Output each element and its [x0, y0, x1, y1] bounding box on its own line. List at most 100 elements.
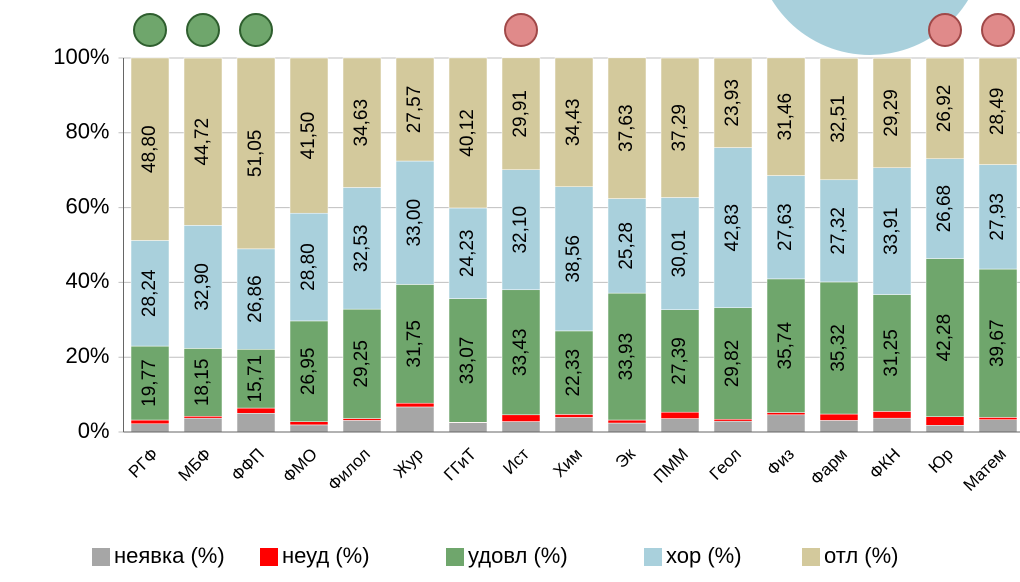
data-label: 28,80 — [298, 243, 319, 291]
bar-segment — [978, 164, 1018, 270]
data-label: 26,86 — [245, 275, 266, 323]
bar-segment — [342, 420, 382, 433]
bar-segment — [660, 197, 700, 310]
bar-segment — [342, 187, 382, 310]
x-tick-label: Хим — [550, 445, 586, 481]
bar-segment — [607, 422, 647, 433]
data-label: 39,67 — [987, 319, 1008, 367]
data-label: 24,23 — [457, 230, 478, 278]
legend-swatch — [92, 548, 110, 566]
x-tick-label: Геол — [706, 445, 745, 484]
data-label: 27,57 — [404, 86, 425, 134]
x-tick-label: Фарм — [807, 445, 851, 489]
legend-label: удовл (%) — [468, 543, 568, 568]
y-tick-label: 60% — [65, 193, 109, 218]
x-tick-label: ФМО — [279, 445, 321, 487]
bar-segment — [289, 424, 329, 433]
bar-segment — [978, 57, 1018, 165]
bar-segment — [872, 294, 912, 412]
data-label: 51,05 — [245, 130, 266, 178]
bar-segment — [183, 57, 223, 226]
legend-label: хор (%) — [666, 543, 742, 568]
x-tick-label: ГГиТ — [440, 445, 480, 485]
bar-segment — [819, 179, 859, 283]
bar-segment — [872, 411, 912, 419]
bar-segment — [130, 423, 170, 433]
y-tick-label: 0% — [78, 418, 110, 443]
y-tick-label: 100% — [53, 44, 109, 69]
data-label: 33,43 — [510, 329, 531, 377]
good-marker — [239, 13, 273, 47]
decor-circle — [771, 0, 969, 55]
bar-segment — [607, 198, 647, 294]
data-label: 26,68 — [934, 185, 955, 233]
data-label: 30,01 — [669, 230, 690, 278]
bar-segment — [713, 57, 753, 148]
bar-segment — [236, 407, 276, 414]
good-marker — [186, 13, 220, 47]
data-label: 27,39 — [669, 337, 690, 385]
data-label: 34,43 — [563, 99, 584, 147]
data-label: 27,93 — [987, 193, 1008, 241]
data-label: 42,83 — [722, 204, 743, 252]
bar-segment — [395, 406, 435, 433]
bar-segment — [448, 207, 488, 299]
bar-segment — [448, 422, 488, 433]
x-tick-label: ПММ — [650, 445, 692, 487]
bar-segment — [925, 57, 965, 160]
bar-segment — [978, 268, 1018, 418]
legend-swatch — [446, 548, 464, 566]
bar-segment — [713, 147, 753, 309]
data-label: 29,91 — [510, 90, 531, 138]
data-label: 34,63 — [351, 99, 372, 147]
bar-segment — [395, 402, 435, 408]
x-tick-label: ФКН — [866, 445, 904, 483]
data-label: 26,95 — [298, 348, 319, 396]
data-label: 28,49 — [987, 88, 1008, 136]
data-label: 44,72 — [192, 118, 213, 166]
bar-segment — [501, 57, 541, 170]
bar-segment — [130, 240, 170, 347]
bar-segment — [183, 348, 223, 417]
bar-segment — [289, 320, 329, 422]
bar-segment — [448, 57, 488, 209]
data-label: 32,90 — [192, 263, 213, 311]
bar-segment — [766, 57, 806, 176]
bar-segment — [607, 57, 647, 199]
data-label: 31,75 — [404, 320, 425, 368]
bar-segment — [342, 57, 382, 188]
bar-segment — [978, 419, 1018, 433]
bar-segment — [554, 417, 594, 433]
bar-segment — [395, 160, 435, 285]
data-label: 15,71 — [245, 355, 266, 403]
bar-segment — [819, 57, 859, 181]
bar-segment — [766, 278, 806, 413]
bar-segment — [766, 412, 806, 416]
legend-swatch — [644, 548, 662, 566]
data-label: 19,77 — [139, 359, 160, 407]
bar-segment — [342, 308, 382, 419]
y-tick-label: 40% — [65, 268, 109, 293]
bar-segment — [130, 419, 170, 425]
bar-segment — [554, 330, 594, 415]
data-label: 33,07 — [457, 337, 478, 385]
bar-segment — [501, 169, 541, 291]
bad-marker — [928, 13, 962, 47]
data-label: 18,15 — [192, 359, 213, 407]
data-label: 33,91 — [881, 207, 902, 255]
bar-segment — [925, 425, 965, 433]
data-label: 27,32 — [828, 207, 849, 255]
x-tick-label: Эк — [612, 444, 640, 472]
x-tick-label: МБФ — [175, 445, 215, 485]
data-label: 33,93 — [616, 333, 637, 381]
bar-segment — [607, 292, 647, 421]
bar-segment — [342, 418, 382, 421]
data-label: 27,63 — [775, 203, 796, 251]
bar-segment — [289, 212, 329, 322]
bar-segment — [872, 417, 912, 433]
legend-label: неявка (%) — [114, 543, 225, 568]
bar-segment — [448, 298, 488, 423]
bar-segment — [554, 57, 594, 187]
bar-segment — [183, 417, 223, 433]
bar-segment — [554, 414, 594, 418]
